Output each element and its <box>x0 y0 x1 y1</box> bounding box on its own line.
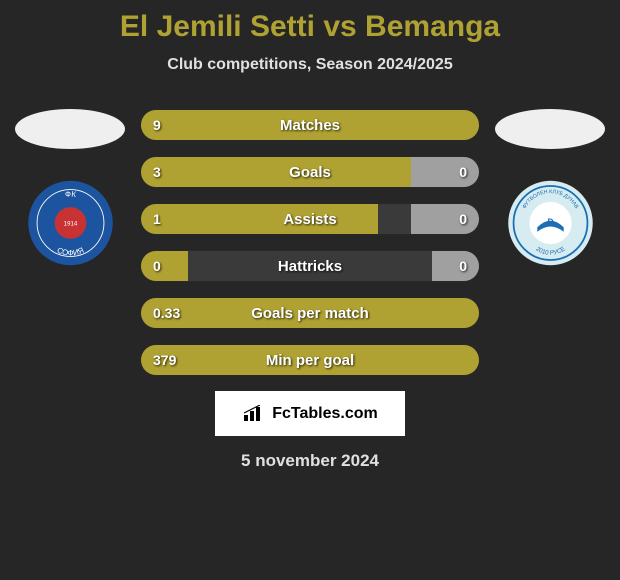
stat-value-left: 0 <box>153 258 161 274</box>
stat-label: Matches <box>280 117 340 134</box>
brand-chart-icon <box>242 405 266 423</box>
stat-value-right: 0 <box>459 164 467 180</box>
stat-label: Min per goal <box>266 352 354 369</box>
stats-area: 1914 ФК СОФИЯ <box>0 109 620 376</box>
stat-row: Goals 3 0 <box>140 156 480 188</box>
stat-value-left: 1 <box>153 211 161 227</box>
stat-value-left: 3 <box>153 164 161 180</box>
stat-right-fill <box>411 204 479 234</box>
stats-list: Matches9Goals30Assists10Hattricks00Goals… <box>0 109 620 376</box>
main-container: El Jemili Setti vs Bemanga Club competit… <box>0 0 620 580</box>
stat-row: Min per goal 379 <box>140 344 480 376</box>
stat-label: Assists <box>283 211 336 228</box>
brand-text: FcTables.com <box>272 405 378 423</box>
stat-left-fill <box>141 251 188 281</box>
stat-left-fill <box>141 157 411 187</box>
stat-label: Hattricks <box>278 258 342 275</box>
page-title: El Jemili Setti vs Bemanga <box>120 10 500 44</box>
brand-box: FcTables.com <box>215 391 405 436</box>
player1-name: El Jemili Setti <box>120 10 315 43</box>
stat-value-right: 0 <box>459 258 467 274</box>
stat-label: Goals <box>289 164 331 181</box>
stat-row: Matches 9 <box>140 109 480 141</box>
stat-value-left: 379 <box>153 352 176 368</box>
stat-row: Goals per match 0.33 <box>140 297 480 329</box>
subtitle: Club competitions, Season 2024/2025 <box>167 56 452 74</box>
stat-row: Assists 1 0 <box>140 203 480 235</box>
stat-row: Hattricks 0 0 <box>140 250 480 282</box>
stat-right-fill <box>411 157 479 187</box>
player2-name: Bemanga <box>365 10 500 43</box>
stat-value-left: 0.33 <box>153 305 180 321</box>
vs-text: vs <box>323 10 356 43</box>
stat-value-left: 9 <box>153 117 161 133</box>
date: 5 november 2024 <box>241 451 379 471</box>
stat-value-right: 0 <box>459 211 467 227</box>
stat-left-fill <box>141 204 378 234</box>
stat-right-fill <box>432 251 479 281</box>
stat-label: Goals per match <box>251 305 369 322</box>
